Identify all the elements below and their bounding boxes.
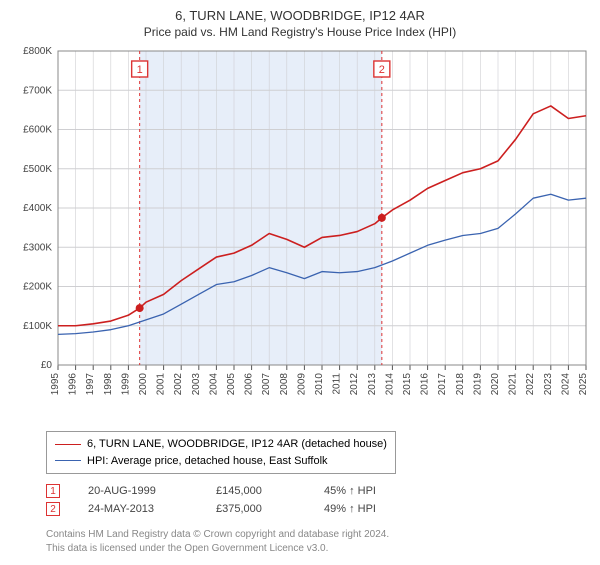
sale-row: 2 24-MAY-2013 £375,000 49% ↑ HPI <box>46 500 590 518</box>
svg-text:2017: 2017 <box>437 373 448 396</box>
svg-text:2006: 2006 <box>244 373 255 396</box>
svg-text:2021: 2021 <box>508 373 519 396</box>
figure-container: 6, TURN LANE, WOODBRIDGE, IP12 4AR Price… <box>0 0 600 565</box>
svg-text:2024: 2024 <box>560 373 571 396</box>
chart-svg: £0 £100K £200K £300K £400K £500K £600K £700K £80… <box>10 45 590 425</box>
svg-text:£200K: £200K <box>23 282 52 293</box>
svg-text:2019: 2019 <box>472 373 483 396</box>
svg-text:2018: 2018 <box>455 373 466 396</box>
svg-text:£600K: £600K <box>23 125 52 136</box>
legend-swatch <box>55 444 81 445</box>
svg-text:2016: 2016 <box>420 373 431 396</box>
sales-table: 1 20-AUG-1999 £145,000 45% ↑ HPI 2 24-MAY-201… <box>46 482 590 518</box>
svg-text:2000: 2000 <box>138 373 149 396</box>
svg-text:2013: 2013 <box>367 373 378 396</box>
svg-text:2008: 2008 <box>279 373 290 396</box>
svg-text:£800K: £800K <box>23 46 52 57</box>
sale-delta: 45% ↑ HPI <box>324 485 376 497</box>
svg-text:2009: 2009 <box>296 373 307 396</box>
svg-text:2002: 2002 <box>173 373 184 396</box>
sale-delta: 49% ↑ HPI <box>324 503 376 515</box>
footer-line: Contains HM Land Registry data © Crown c… <box>46 528 590 542</box>
legend-swatch <box>55 460 81 461</box>
footer-line: This data is licensed under the Open Gov… <box>46 542 590 556</box>
legend: 6, TURN LANE, WOODBRIDGE, IP12 4AR (deta… <box>46 431 396 474</box>
svg-text:1995: 1995 <box>50 373 61 396</box>
legend-item: HPI: Average price, detached house, East… <box>55 453 387 470</box>
address-title: 6, TURN LANE, WOODBRIDGE, IP12 4AR <box>10 8 590 23</box>
svg-text:2015: 2015 <box>402 373 413 396</box>
attribution-footer: Contains HM Land Registry data © Crown c… <box>46 528 590 555</box>
svg-text:2005: 2005 <box>226 373 237 396</box>
svg-text:2: 2 <box>379 64 385 76</box>
svg-text:2004: 2004 <box>208 373 219 396</box>
svg-text:2020: 2020 <box>490 373 501 396</box>
legend-item: 6, TURN LANE, WOODBRIDGE, IP12 4AR (deta… <box>55 436 387 453</box>
svg-text:£700K: £700K <box>23 85 52 96</box>
svg-text:£500K: £500K <box>23 164 52 175</box>
svg-text:£400K: £400K <box>23 203 52 214</box>
svg-text:2022: 2022 <box>525 373 536 396</box>
price-chart: £0 £100K £200K £300K £400K £500K £600K £700K £80… <box>10 45 590 425</box>
legend-label: HPI: Average price, detached house, East… <box>87 453 328 470</box>
svg-text:1: 1 <box>137 64 143 76</box>
svg-text:1999: 1999 <box>120 373 131 396</box>
svg-text:2011: 2011 <box>332 373 343 395</box>
sale-price: £375,000 <box>216 503 296 515</box>
svg-text:1996: 1996 <box>68 373 79 396</box>
svg-text:2003: 2003 <box>191 373 202 396</box>
svg-text:£300K: £300K <box>23 242 52 253</box>
svg-text:2007: 2007 <box>261 373 272 396</box>
svg-text:2010: 2010 <box>314 373 325 396</box>
sale-marker-icon: 2 <box>46 502 60 516</box>
svg-text:2023: 2023 <box>543 373 554 396</box>
sale-price: £145,000 <box>216 485 296 497</box>
sale-date: 24-MAY-2013 <box>88 503 188 515</box>
sale-row: 1 20-AUG-1999 £145,000 45% ↑ HPI <box>46 482 590 500</box>
svg-text:2014: 2014 <box>384 373 395 396</box>
legend-label: 6, TURN LANE, WOODBRIDGE, IP12 4AR (deta… <box>87 436 387 453</box>
svg-text:2012: 2012 <box>349 373 360 396</box>
svg-text:£100K: £100K <box>23 321 52 332</box>
sale-marker-icon: 1 <box>46 484 60 498</box>
chart-subtitle: Price paid vs. HM Land Registry's House … <box>10 25 590 39</box>
svg-text:1997: 1997 <box>85 373 96 396</box>
svg-text:£0: £0 <box>41 360 53 371</box>
svg-text:2025: 2025 <box>578 373 589 396</box>
sale-date: 20-AUG-1999 <box>88 485 188 497</box>
svg-text:1998: 1998 <box>103 373 114 396</box>
svg-text:2001: 2001 <box>156 373 167 396</box>
